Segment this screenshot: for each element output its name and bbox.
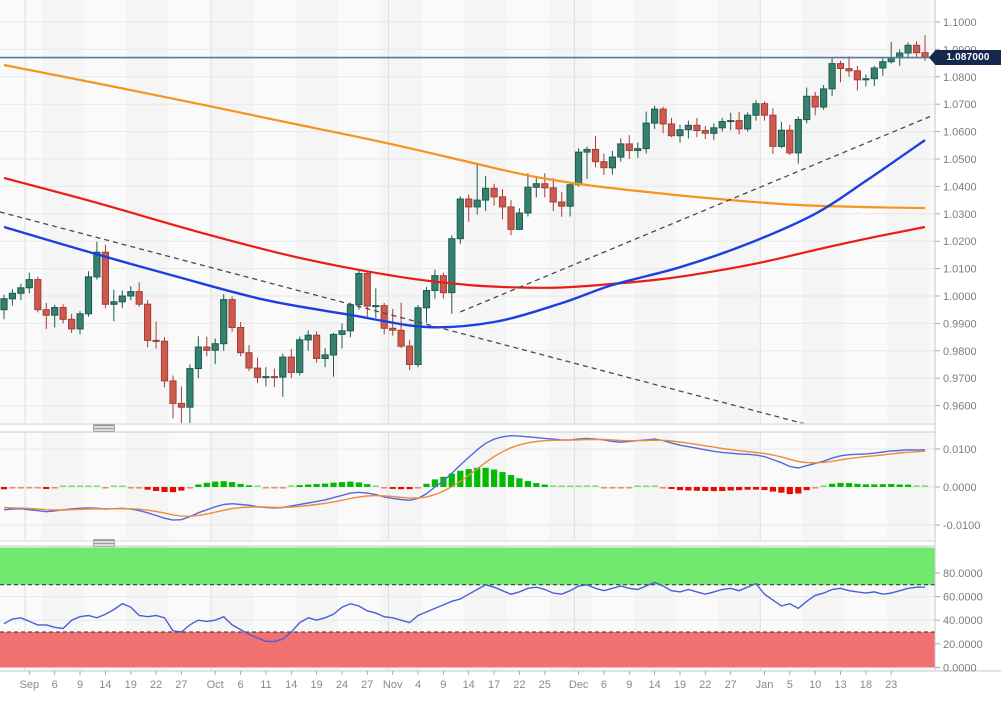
panel-resize-handle-rsi[interactable]: [93, 539, 115, 547]
svg-text:Oct: Oct: [207, 679, 224, 691]
svg-text:1.0600: 1.0600: [943, 127, 977, 139]
svg-text:-0.0100: -0.0100: [943, 520, 980, 532]
svg-text:27: 27: [725, 679, 737, 691]
svg-text:9: 9: [626, 679, 632, 691]
svg-text:18: 18: [860, 679, 872, 691]
svg-text:1.0800: 1.0800: [943, 72, 977, 84]
svg-text:6: 6: [601, 679, 607, 691]
price-y-axis[interactable]: [935, 0, 1001, 671]
svg-text:1.0000: 1.0000: [943, 291, 977, 303]
svg-text:23: 23: [885, 679, 897, 691]
svg-text:Dec: Dec: [569, 679, 589, 691]
svg-text:0.9700: 0.9700: [943, 373, 977, 385]
svg-text:1.0700: 1.0700: [943, 99, 977, 111]
svg-text:6: 6: [238, 679, 244, 691]
svg-text:22: 22: [699, 679, 711, 691]
svg-text:24: 24: [336, 679, 348, 691]
svg-text:9: 9: [440, 679, 446, 691]
svg-text:9: 9: [77, 679, 83, 691]
svg-text:1.0100: 1.0100: [943, 264, 977, 276]
svg-text:19: 19: [310, 679, 322, 691]
svg-text:22: 22: [150, 679, 162, 691]
svg-text:14: 14: [285, 679, 297, 691]
svg-text:27: 27: [361, 679, 373, 691]
svg-text:27: 27: [175, 679, 187, 691]
panel-resize-handle-macd[interactable]: [93, 424, 115, 432]
svg-text:17: 17: [488, 679, 500, 691]
svg-text:10: 10: [809, 679, 821, 691]
svg-text:1.0400: 1.0400: [943, 181, 977, 193]
svg-text:6: 6: [52, 679, 58, 691]
svg-text:14: 14: [463, 679, 475, 691]
svg-text:0.0000: 0.0000: [943, 482, 977, 494]
svg-text:1.0300: 1.0300: [943, 209, 977, 221]
svg-text:0.0000: 0.0000: [943, 662, 977, 674]
svg-text:1.1000: 1.1000: [943, 17, 977, 29]
svg-text:14: 14: [99, 679, 111, 691]
svg-text:60.0000: 60.0000: [943, 592, 983, 604]
current-price-label: 1.087000: [946, 52, 990, 63]
svg-text:19: 19: [125, 679, 137, 691]
svg-text:22: 22: [513, 679, 525, 691]
rsi-panel[interactable]: [0, 546, 935, 671]
svg-text:13: 13: [834, 679, 846, 691]
svg-text:11: 11: [260, 679, 271, 691]
time-x-axis[interactable]: [0, 671, 935, 703]
svg-text:14: 14: [648, 679, 660, 691]
svg-text:0.9900: 0.9900: [943, 318, 977, 330]
svg-text:1.0500: 1.0500: [943, 154, 977, 166]
svg-text:20.0000: 20.0000: [943, 639, 983, 651]
svg-text:25: 25: [539, 679, 551, 691]
svg-text:4: 4: [415, 679, 421, 691]
svg-text:1.0200: 1.0200: [943, 236, 977, 248]
svg-text:0.0100: 0.0100: [943, 444, 977, 456]
svg-text:Nov: Nov: [383, 679, 403, 691]
svg-text:5: 5: [787, 679, 793, 691]
svg-text:80.0000: 80.0000: [943, 568, 983, 580]
svg-text:40.0000: 40.0000: [943, 615, 983, 627]
svg-text:19: 19: [674, 679, 686, 691]
svg-text:0.9600: 0.9600: [943, 401, 977, 413]
current-price-badge: 1.087000: [929, 50, 1001, 65]
price-panel[interactable]: [0, 0, 935, 424]
macd-panel[interactable]: [0, 432, 935, 541]
svg-text:0.9800: 0.9800: [943, 346, 977, 358]
svg-text:Jan: Jan: [756, 679, 774, 691]
svg-text:Sep: Sep: [20, 679, 40, 691]
